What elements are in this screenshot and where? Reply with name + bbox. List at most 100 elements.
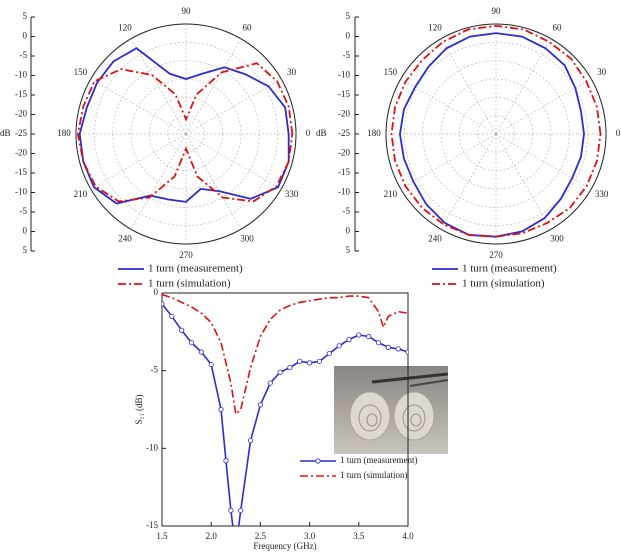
x-tick-label: 4.0 <box>402 531 414 541</box>
point <box>267 380 273 386</box>
angle-label: 270 <box>179 250 193 260</box>
angle-label: 120 <box>428 22 442 32</box>
point <box>223 458 229 464</box>
grid-circle <box>403 41 589 227</box>
r-tick-label: -5 <box>343 50 351 60</box>
point <box>356 332 362 338</box>
r-axis-label: dB <box>0 128 11 138</box>
point <box>346 336 352 343</box>
angle-label: 180 <box>57 128 71 138</box>
angle-label: 210 <box>74 189 88 199</box>
point <box>366 333 372 340</box>
legend-label: 1 turn (measurement) <box>462 263 557 275</box>
x-tick-label: 3.0 <box>304 531 316 541</box>
x-tick-label: 1.5 <box>156 531 168 541</box>
r-tick-label: -20 <box>338 148 350 158</box>
angle-label: 210 <box>384 189 398 199</box>
series-line <box>162 303 408 526</box>
point <box>405 349 408 355</box>
y-tick-label: -15 <box>146 520 158 530</box>
polar-line <box>399 32 585 238</box>
spoke <box>440 133 497 230</box>
y-axis-label: S₁₁ (dB) <box>134 394 144 424</box>
r-tick-label: -15 <box>338 167 350 177</box>
legend-label: 1 turn (simulation) <box>462 278 545 290</box>
angle-label: 150 <box>74 67 88 77</box>
r-tick-label: 5 <box>23 245 28 255</box>
angle-label: 180 <box>367 128 381 138</box>
point <box>234 547 238 551</box>
point <box>385 344 391 350</box>
angle-label: 330 <box>285 189 299 199</box>
r-tick-label: 0 <box>23 31 28 41</box>
r-tick-label: -15 <box>338 89 350 99</box>
r-tick-label: -25 <box>15 128 27 138</box>
r-tick-label: 5 <box>346 11 351 21</box>
spoke <box>90 133 187 190</box>
legend-marker <box>315 458 321 464</box>
x-tick-label: 3.5 <box>353 531 365 541</box>
polar-line <box>78 47 290 205</box>
r-tick-label: -5 <box>20 50 28 60</box>
point <box>316 358 323 364</box>
point <box>208 361 214 368</box>
angle-label: 300 <box>240 234 254 244</box>
y-tick-label: 0 <box>154 287 159 297</box>
angle-label: 270 <box>489 250 503 260</box>
grid-circle <box>130 78 242 190</box>
point <box>198 349 204 355</box>
r-tick-label: -20 <box>15 109 27 119</box>
inset-photo <box>334 366 449 454</box>
angle-label: 330 <box>595 189 609 199</box>
polar-line <box>390 24 602 238</box>
r-tick-label: -5 <box>20 206 28 216</box>
angle-label: 240 <box>118 234 132 244</box>
point <box>297 358 303 364</box>
y-tick-label: -5 <box>151 365 159 375</box>
r-tick-label: -20 <box>15 148 27 158</box>
r-tick-label: -10 <box>338 187 350 197</box>
r-tick-label: -15 <box>15 167 27 177</box>
r-tick-label: 5 <box>23 11 28 21</box>
point <box>306 360 313 366</box>
grid-circle <box>440 78 552 190</box>
grid-circle <box>93 41 279 227</box>
point <box>257 402 263 408</box>
point <box>188 340 195 346</box>
polar-line <box>76 62 294 203</box>
point <box>247 437 254 444</box>
angle-label: 120 <box>118 22 132 32</box>
point <box>395 346 401 352</box>
angle-label: 150 <box>384 67 398 77</box>
r-tick-label: -15 <box>15 89 27 99</box>
r-tick-label: 0 <box>346 31 351 41</box>
legend-label: 1 turn (simulation) <box>148 278 231 290</box>
angle-label: 30 <box>597 67 607 77</box>
r-tick-label: 0 <box>346 226 351 236</box>
point <box>218 406 224 413</box>
y-tick-label: -10 <box>146 442 158 452</box>
r-tick-label: -5 <box>343 206 351 216</box>
plot-frame <box>161 292 409 527</box>
grid-circle <box>477 115 515 153</box>
r-tick-label: 5 <box>346 245 351 255</box>
angle-label: 0 <box>616 128 621 138</box>
angle-label: 90 <box>492 6 502 16</box>
x-tick-label: 2.5 <box>255 531 267 541</box>
spoke <box>185 38 242 135</box>
x-axis-label: Frequency (GHz) <box>253 541 316 551</box>
angle-label: 300 <box>550 234 564 244</box>
plot-area <box>162 293 408 551</box>
angle-label: 90 <box>182 6 192 16</box>
r-tick-label: -10 <box>15 70 27 80</box>
point <box>162 301 165 307</box>
point <box>238 507 244 514</box>
x-tick-label: 2.0 <box>206 531 218 541</box>
series-line <box>162 293 408 416</box>
point <box>287 364 293 371</box>
r-axis-label: dB <box>316 128 327 138</box>
r-tick-label: -10 <box>15 187 27 197</box>
point <box>336 343 342 349</box>
legend-label: 1 turn (measurement) <box>340 455 417 465</box>
legend-label: 1 turn (measurement) <box>148 263 243 275</box>
